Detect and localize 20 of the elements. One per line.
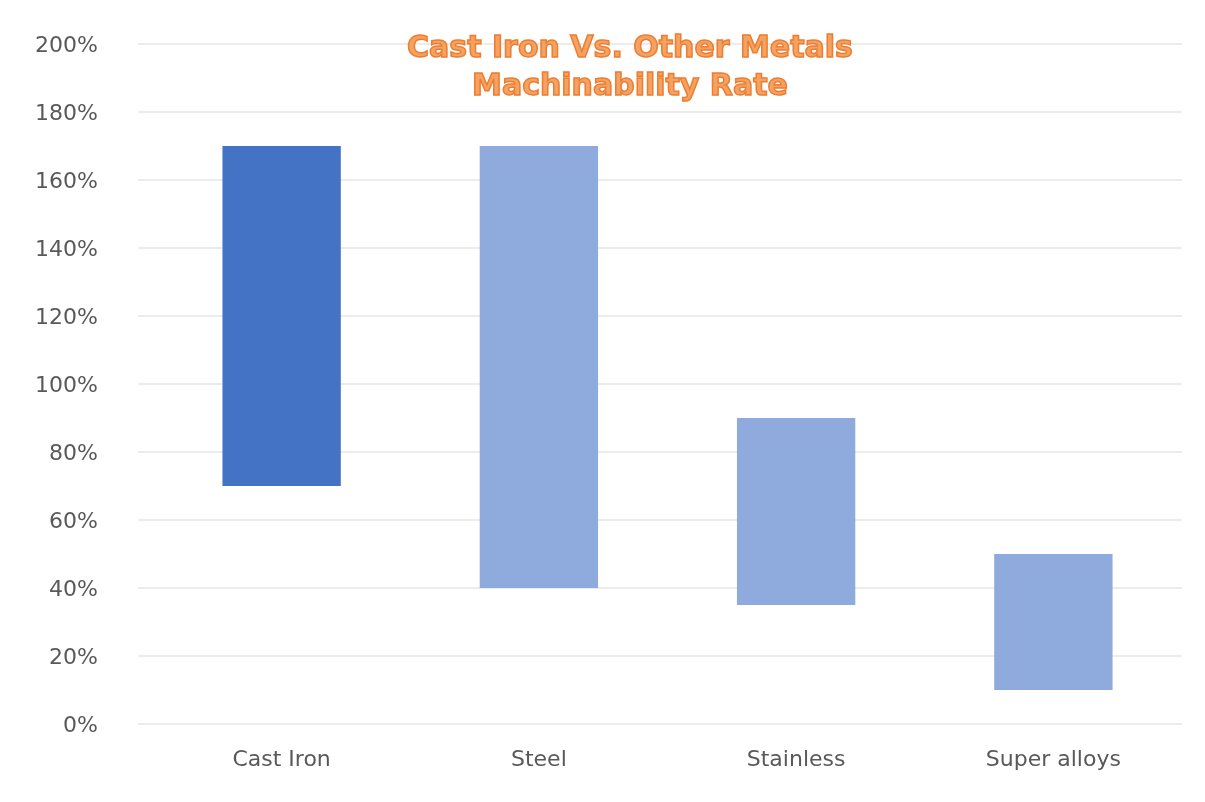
bar bbox=[736, 418, 856, 605]
y-tick-label: 140% bbox=[35, 235, 98, 261]
y-tick-label: 60% bbox=[49, 507, 98, 533]
bar bbox=[994, 554, 1113, 690]
y-tick-label: 120% bbox=[35, 303, 98, 329]
y-tick-label: 40% bbox=[49, 575, 98, 601]
y-tick-label: 100% bbox=[35, 371, 98, 397]
y-tick-label: 160% bbox=[35, 167, 98, 193]
bar bbox=[222, 146, 341, 486]
y-tick-label: 180% bbox=[35, 99, 98, 125]
chart-title: Cast Iron Vs. Other Metals Machinability Rate bbox=[407, 29, 853, 102]
y-tick-label: 0% bbox=[63, 711, 98, 737]
x-tick-label: Steel bbox=[510, 746, 567, 771]
y-tick-label: 200% bbox=[35, 31, 98, 57]
x-tick-label: Cast Iron bbox=[232, 746, 331, 771]
x-tick-label: Super alloys bbox=[985, 746, 1121, 771]
y-tick-label: 80% bbox=[49, 439, 98, 465]
y-tick-label: 20% bbox=[49, 643, 98, 669]
bar bbox=[479, 146, 599, 588]
x-tick-label: Stainless bbox=[746, 746, 846, 771]
